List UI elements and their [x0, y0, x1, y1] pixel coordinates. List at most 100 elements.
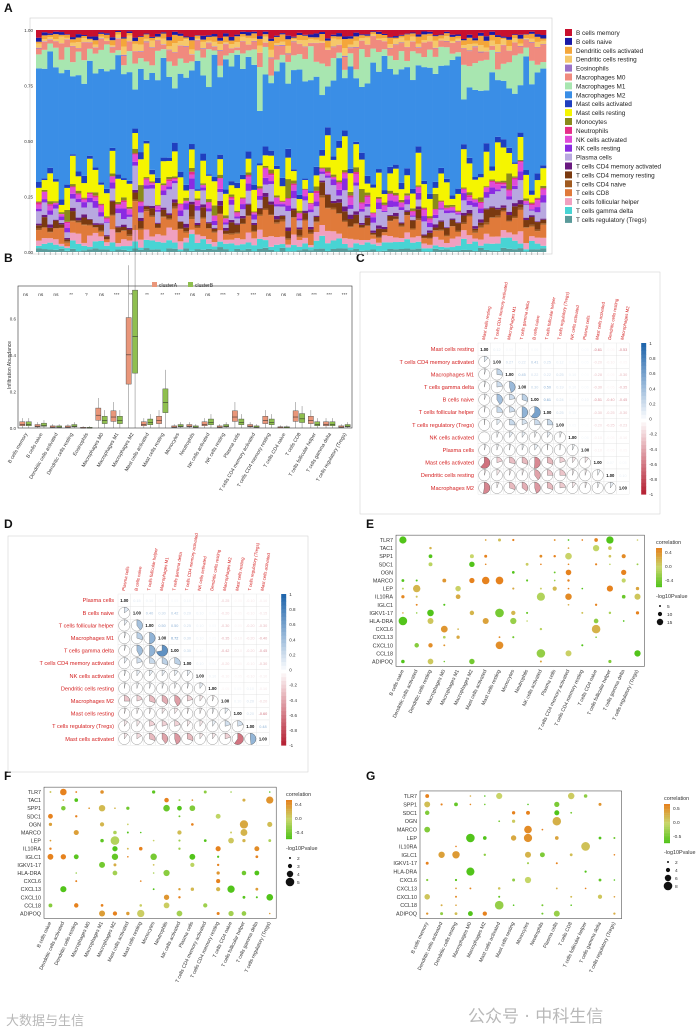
stacked-bar-segment: [58, 220, 65, 223]
pie-wedge: [484, 469, 487, 476]
pie-wedge: [149, 733, 156, 741]
stacked-bar-segment: [308, 30, 314, 35]
stacked-bar-segment: [166, 37, 173, 41]
colorbar-tick: -0.8: [649, 477, 657, 482]
pie-wedge: [597, 482, 600, 488]
stacked-bar-segment: [347, 197, 354, 206]
stacked-bar-segment: [387, 200, 394, 207]
box: [247, 424, 253, 428]
stacked-bar-segment: [478, 239, 484, 246]
stacked-bar-segment: [415, 65, 422, 147]
stacked-bar-segment: [81, 35, 88, 36]
colorbar-step: [641, 441, 647, 446]
stacked-bar-segment: [234, 30, 241, 35]
stacked-bar-segment: [421, 180, 428, 185]
stacked-bar-segment: [489, 34, 496, 41]
stacked-bar-segment: [155, 222, 161, 224]
stacked-bar-segment: [177, 216, 184, 222]
stacked-bar-segment: [143, 179, 150, 186]
stacked-bar-segment: [172, 31, 178, 35]
stacked-bar-segment: [104, 188, 110, 194]
stacked-bar-segment: [245, 204, 252, 216]
stacked-bar-segment: [58, 216, 65, 221]
legend-label: T cells regulatory (Tregs): [576, 217, 647, 224]
stacked-bar-segment: [325, 194, 331, 208]
corr-value: -0.05: [619, 449, 628, 453]
stacked-bar-segment: [478, 197, 484, 202]
stacked-bar-segment: [245, 158, 252, 173]
stacked-bar-segment: [495, 80, 501, 137]
stacked-bar-segment: [376, 33, 382, 39]
dot-mark: [190, 862, 195, 867]
stacked-bar-segment: [444, 33, 450, 37]
stacked-bar-segment: [109, 215, 116, 230]
stacked-bar-segment: [404, 193, 411, 196]
stacked-bar-segment: [81, 214, 88, 218]
row-label: T cells regulatory (Tregs): [412, 423, 474, 429]
stacked-bar-segment: [217, 188, 224, 192]
stacked-bar-segment: [364, 183, 371, 193]
stacked-bar-segment: [279, 215, 286, 220]
stacked-bar-segment: [308, 192, 314, 203]
stacked-bar-segment: [262, 240, 269, 248]
stacked-bar-segment: [495, 36, 501, 45]
stacked-bar-segment: [296, 44, 303, 55]
stacked-bar-segment: [353, 78, 360, 142]
stacked-bar-segment: [495, 217, 501, 237]
stacked-bar-segment: [319, 155, 326, 168]
corr-value: -0.30: [221, 624, 230, 628]
stacked-bar-segment: [92, 44, 99, 48]
stacked-bar-segment: [506, 221, 513, 233]
legend-gradient-step: [656, 549, 662, 551]
stacked-bar-segment: [529, 210, 535, 216]
gene-label: ADIPOQ: [396, 912, 417, 918]
stacked-bar-segment: [194, 249, 201, 252]
size-legend-dot: [665, 867, 671, 873]
dot-mark: [570, 904, 573, 907]
dot-mark: [60, 886, 67, 893]
legend-swatch: [565, 64, 572, 72]
panel-label-d: D: [4, 517, 13, 531]
stacked-bar-segment: [92, 47, 99, 54]
stacked-bar-segment: [245, 30, 252, 33]
stacked-bar-segment: [410, 41, 416, 52]
box: [125, 317, 132, 385]
pie-wedge: [161, 695, 168, 705]
stacked-bar-segment: [245, 242, 252, 249]
stacked-bar-segment: [189, 189, 195, 202]
stacked-bar-segment: [347, 226, 354, 228]
stacked-bar-segment: [432, 187, 439, 194]
stacked-bar-segment: [342, 178, 348, 191]
row-label: Dendritic cells resting: [421, 473, 474, 479]
stacked-bar-segment: [540, 219, 547, 224]
stacked-bar-segment: [296, 235, 303, 237]
pie-wedge: [149, 682, 152, 689]
stacked-bar-segment: [87, 42, 93, 49]
stacked-bar-segment: [461, 149, 467, 188]
stacked-bar-segment: [517, 38, 524, 44]
stacked-bar-segment: [415, 192, 422, 200]
stacked-bar-segment: [109, 37, 116, 41]
colorbar-step: [281, 733, 287, 739]
stacked-bar-segment: [70, 62, 76, 77]
stacked-bar-segment: [183, 37, 190, 40]
stacked-bar-segment: [81, 207, 88, 215]
stacked-bar-segment: [200, 57, 207, 76]
dot-mark: [553, 579, 556, 582]
stacked-bar-segment: [387, 48, 394, 56]
stacked-bar-segment: [279, 201, 286, 203]
stacked-bar-segment: [489, 46, 496, 50]
stacked-bar-segment: [517, 162, 524, 172]
stacked-bar-segment: [347, 38, 354, 45]
stacked-bar-segment: [489, 30, 496, 32]
dot-mark: [139, 831, 142, 834]
stacked-bar-segment: [534, 222, 541, 230]
legend-gradient-step: [664, 818, 670, 820]
stacked-bar-segment: [81, 83, 88, 176]
stacked-bar-segment: [500, 207, 507, 211]
dot-mark: [511, 811, 516, 815]
stacked-bar-segment: [466, 200, 473, 206]
stacked-bar-segment: [534, 36, 541, 42]
pie-wedge: [174, 682, 177, 689]
dot-mark: [178, 799, 181, 802]
